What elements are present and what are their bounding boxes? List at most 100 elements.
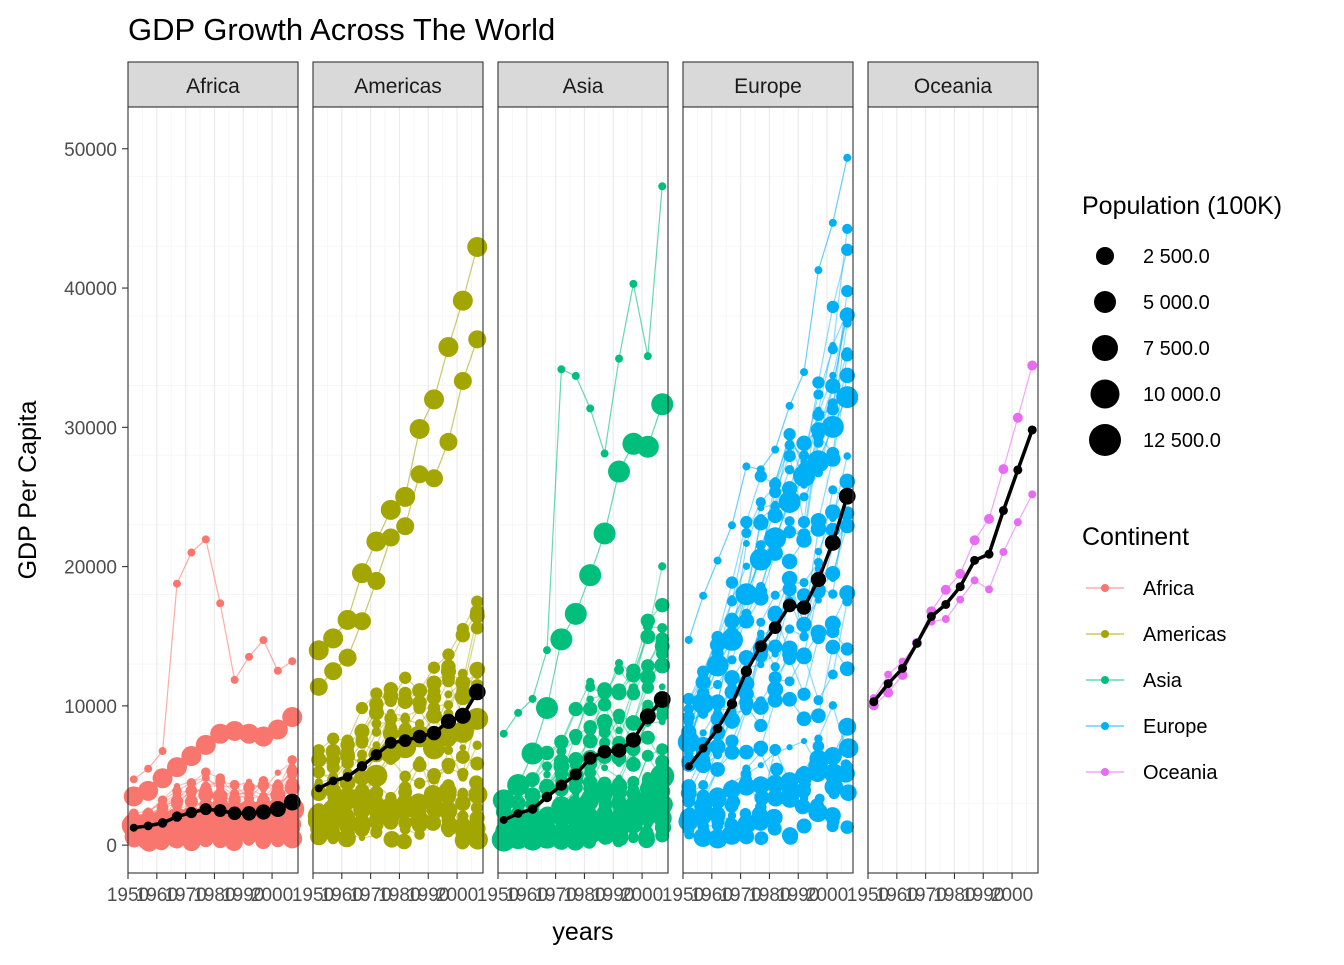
legend-color-label-americas: Americas <box>1143 624 1226 646</box>
highlight-series-1-point <box>706 654 729 677</box>
top-country-series-point <box>571 371 580 380</box>
top-country-series-point <box>828 218 837 227</box>
mean-point <box>824 534 841 551</box>
cluster-point <box>310 827 328 846</box>
highlight-series-2-point <box>138 780 159 801</box>
cluster-point <box>243 835 255 846</box>
cluster-point <box>765 808 783 827</box>
mean-point <box>782 598 797 613</box>
country-series-point <box>398 722 412 736</box>
mean-point <box>384 736 397 749</box>
oceania-country-b-point <box>1013 518 1022 527</box>
country-series-point <box>312 765 326 779</box>
mean-point <box>412 729 427 744</box>
country-series-point <box>784 440 795 451</box>
country-series-point <box>642 699 654 711</box>
country-series-point <box>626 757 641 772</box>
mean-point <box>712 723 723 734</box>
country-series-point <box>770 507 781 518</box>
country-series-point <box>711 630 724 644</box>
country-series-point <box>600 690 609 699</box>
country-series-point <box>187 790 196 800</box>
highlight-series-1-point <box>793 465 816 488</box>
country-series-point <box>768 639 783 654</box>
country-series-point <box>627 716 640 729</box>
country-series-point <box>327 732 340 745</box>
x-tick-label: 1960 <box>876 885 918 906</box>
x-tick-label: 1950 <box>662 885 704 906</box>
top-country-series-point <box>230 675 239 684</box>
top-country-series-point <box>216 599 225 608</box>
country-series-point <box>188 778 195 785</box>
country-series-point <box>726 746 737 757</box>
highlight-series-2-point <box>679 808 698 827</box>
cluster-point <box>594 780 615 800</box>
highlight-series-2-point <box>823 747 842 766</box>
country-series-point <box>796 435 812 451</box>
country-series-point <box>470 756 485 771</box>
cluster-point <box>414 805 427 818</box>
cluster-point <box>225 833 243 852</box>
country-series-point <box>427 684 441 698</box>
country-series-point <box>643 629 652 638</box>
cluster-point <box>627 832 639 844</box>
legend: Population (100K) 2 500.0 5 000.0 7 500.0 10… <box>1082 192 1282 784</box>
country-series-point <box>641 749 654 762</box>
top-country-series-point <box>684 635 693 644</box>
country-series-point <box>796 616 812 633</box>
mean-point <box>527 804 538 814</box>
country-series-point <box>757 504 765 512</box>
legend-color-dot-americas <box>1101 630 1109 638</box>
country-series-point <box>469 608 485 624</box>
top-country-series-line <box>688 157 848 641</box>
country-series-point <box>770 674 781 685</box>
legend-size-label: 7 500.0 <box>1143 338 1210 360</box>
top-country-series-point <box>308 640 329 661</box>
country-series-point <box>740 515 753 529</box>
country-series-point <box>398 781 412 794</box>
country-series-point <box>710 762 725 777</box>
country-series-point <box>699 729 707 737</box>
mean-point <box>513 809 523 818</box>
data-oceania <box>868 360 1038 711</box>
country-series-point <box>597 697 612 712</box>
cluster-point <box>770 762 784 776</box>
highlight-series-1-point <box>836 386 859 409</box>
cluster-point <box>796 818 812 834</box>
country-series-point <box>784 516 795 527</box>
country-series-point <box>456 683 470 697</box>
legend-color-label-africa: Africa <box>1143 578 1195 600</box>
y-tick-label: 30000 <box>64 418 117 439</box>
panel-border-africa <box>127 106 299 874</box>
country-series-point <box>657 622 668 633</box>
legend-size-label: 2 500.0 <box>1143 246 1210 268</box>
highlight-series-1-point <box>338 648 357 667</box>
strip-label-asia: Asia <box>563 75 604 98</box>
top-country-series-point <box>366 531 387 552</box>
facet-africa: Africa <box>121 61 305 874</box>
country-series-point <box>370 687 383 700</box>
country-series-point <box>840 642 854 656</box>
highlight-series-1-point <box>324 662 343 681</box>
country-series-point <box>372 741 381 750</box>
mean-point <box>912 638 922 648</box>
country-series-point <box>829 514 837 522</box>
oceania-country-a-point <box>984 513 995 524</box>
strip-label-africa: Africa <box>186 75 240 98</box>
country-series-point <box>754 718 768 733</box>
top-country-series-point <box>395 486 416 507</box>
cluster-point <box>255 827 269 840</box>
top-country-series-point <box>351 563 372 584</box>
mean-point <box>569 768 582 781</box>
country-series-point <box>800 737 808 745</box>
country-series-point <box>725 616 739 629</box>
country-series-point <box>459 744 467 751</box>
top-country-series-point <box>713 556 722 565</box>
legend-color-title: Continent <box>1082 523 1189 551</box>
country-series-point <box>312 753 326 767</box>
country-series-point <box>697 665 710 678</box>
country-series-point <box>767 605 783 621</box>
highlight-series-2-point <box>636 435 659 458</box>
highlight-series-2-point <box>593 522 616 545</box>
legend-size-key <box>1094 291 1116 313</box>
